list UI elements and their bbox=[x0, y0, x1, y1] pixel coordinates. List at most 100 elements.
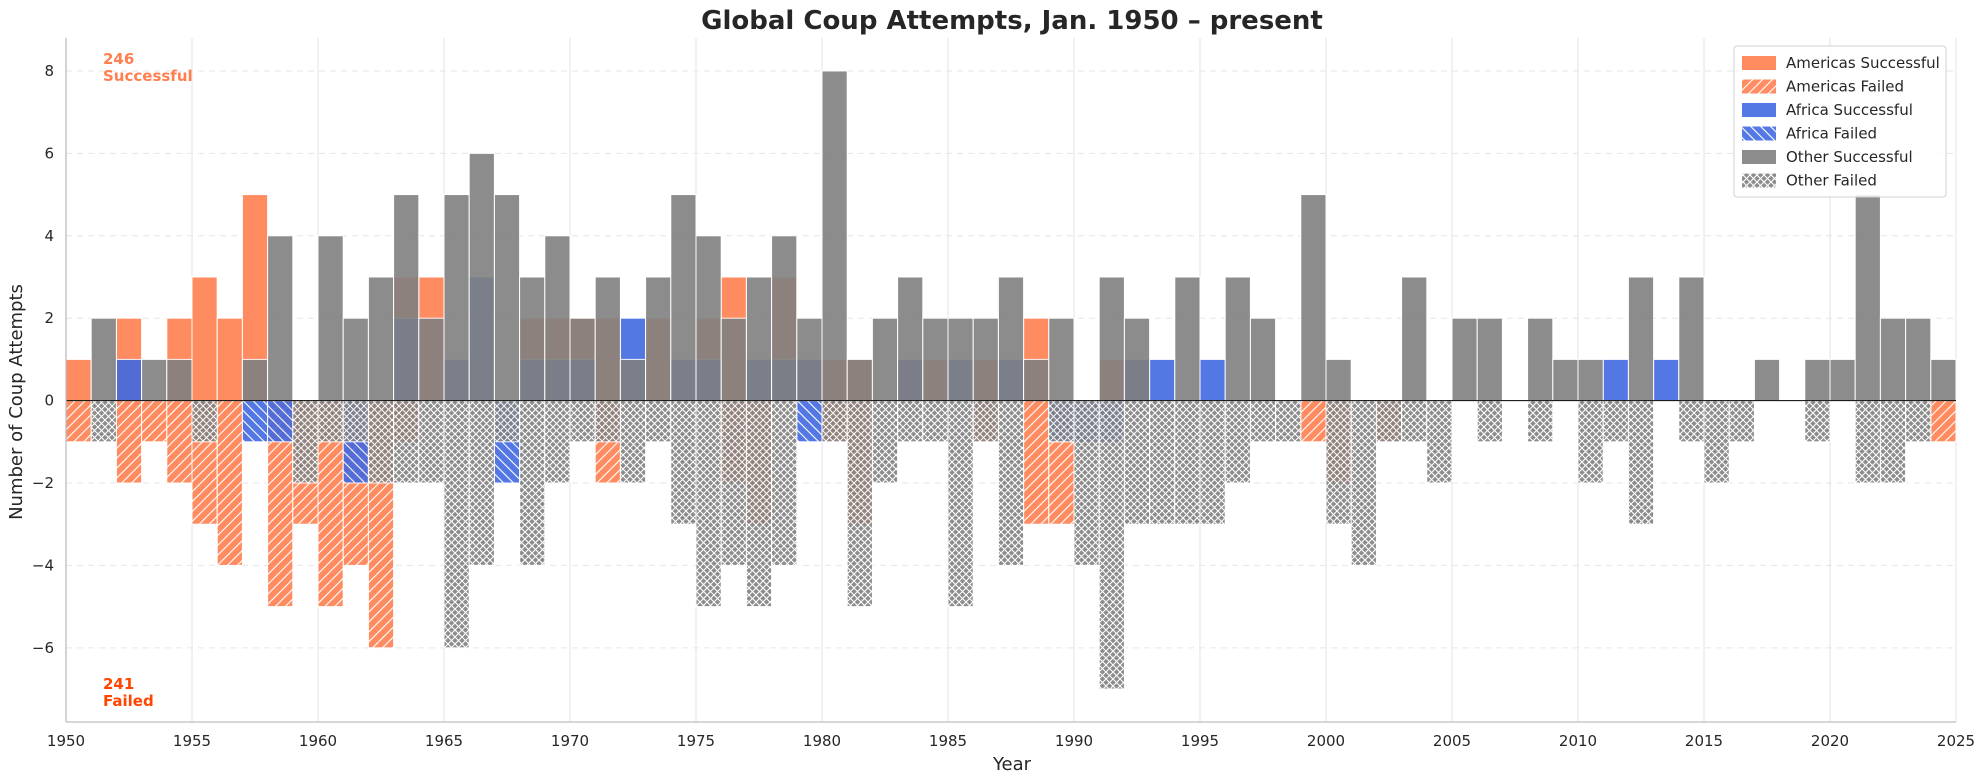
bar bbox=[166, 358, 193, 402]
y-tick-label: −2 bbox=[32, 474, 54, 492]
bar bbox=[695, 235, 722, 402]
legend-item: Americas Successful bbox=[1742, 54, 1940, 72]
bar bbox=[947, 317, 974, 402]
bar bbox=[1375, 400, 1403, 443]
bar bbox=[846, 358, 873, 402]
bar bbox=[1476, 400, 1503, 443]
x-tick-label: 1985 bbox=[929, 732, 967, 750]
bar bbox=[342, 317, 369, 402]
bar bbox=[1653, 358, 1680, 402]
bar bbox=[1224, 276, 1251, 402]
bar bbox=[267, 400, 294, 443]
y-tick-label: 6 bbox=[44, 144, 54, 162]
bar bbox=[1174, 400, 1201, 525]
bar bbox=[443, 194, 470, 402]
bar bbox=[65, 400, 92, 443]
legend-swatch bbox=[1742, 173, 1776, 188]
bar bbox=[1023, 400, 1050, 525]
bar bbox=[594, 276, 621, 402]
bar bbox=[90, 400, 117, 443]
bar bbox=[1275, 400, 1302, 443]
y-tick-label: 4 bbox=[44, 227, 54, 245]
bar bbox=[745, 400, 773, 608]
bar bbox=[846, 400, 873, 608]
bar bbox=[393, 194, 420, 402]
bar bbox=[1401, 400, 1428, 443]
legend-swatch bbox=[1742, 103, 1776, 117]
bar bbox=[745, 276, 773, 402]
bar bbox=[468, 152, 495, 402]
bar bbox=[1678, 400, 1705, 443]
x-tick-label: 1975 bbox=[677, 732, 715, 750]
bar bbox=[292, 400, 319, 484]
bar bbox=[544, 400, 571, 484]
x-tick-label: 2005 bbox=[1433, 732, 1471, 750]
bar bbox=[897, 276, 924, 402]
bar bbox=[1703, 400, 1730, 484]
legend-label: Africa Failed bbox=[1786, 125, 1877, 143]
bar bbox=[1905, 400, 1932, 443]
bar bbox=[90, 317, 117, 402]
legend-label: Americas Successful bbox=[1786, 54, 1940, 72]
bar bbox=[871, 400, 899, 484]
bar bbox=[393, 400, 420, 484]
y-tick-label: −4 bbox=[32, 556, 54, 574]
successful-count: 246 bbox=[103, 50, 134, 68]
bar bbox=[947, 400, 974, 608]
bar bbox=[1350, 400, 1377, 566]
bar bbox=[1249, 317, 1277, 402]
bar bbox=[1149, 400, 1176, 525]
bar bbox=[720, 400, 747, 566]
bar bbox=[1879, 317, 1907, 402]
bar bbox=[1527, 317, 1554, 402]
y-tick-label: 2 bbox=[44, 309, 54, 327]
bar bbox=[216, 400, 243, 566]
bar bbox=[569, 400, 596, 443]
bar bbox=[1224, 400, 1251, 484]
bar bbox=[1199, 358, 1226, 402]
legend-frame bbox=[1733, 45, 1947, 198]
bar bbox=[1451, 317, 1478, 402]
bar bbox=[1753, 358, 1781, 402]
bars bbox=[65, 70, 1957, 690]
bar bbox=[115, 358, 143, 402]
bar bbox=[443, 400, 470, 649]
bar bbox=[771, 400, 798, 566]
legend-swatch bbox=[1742, 79, 1776, 94]
axes: 1950 1955 1960 1965 1970 1975 1980 1985 1990 1995… bbox=[32, 38, 1975, 750]
bar bbox=[1728, 400, 1755, 443]
bar bbox=[619, 358, 647, 402]
chart-title: Global Coup Attempts, Jan. 1950 – presen… bbox=[701, 6, 1323, 36]
bar bbox=[645, 276, 672, 402]
bar bbox=[1627, 276, 1655, 402]
bar bbox=[1048, 317, 1075, 402]
x-tick-label: 1950 bbox=[47, 732, 85, 750]
bar bbox=[191, 400, 218, 443]
bar bbox=[367, 276, 395, 402]
x-tick-label: 1960 bbox=[299, 732, 337, 750]
bar bbox=[1048, 400, 1075, 443]
bar bbox=[1627, 400, 1655, 525]
bar bbox=[1098, 276, 1125, 402]
bar bbox=[267, 235, 294, 402]
bar bbox=[216, 317, 243, 402]
x-tick-label: 1980 bbox=[803, 732, 841, 750]
failed-total-annotation: 241 Failed bbox=[103, 675, 154, 710]
x-tick-label: 2025 bbox=[1937, 732, 1975, 750]
bar bbox=[1804, 358, 1831, 402]
bar bbox=[544, 235, 571, 402]
bar bbox=[871, 317, 899, 402]
bar bbox=[141, 358, 168, 402]
bar bbox=[1023, 358, 1050, 402]
bar bbox=[670, 400, 697, 525]
bar bbox=[972, 317, 999, 402]
bar bbox=[1300, 194, 1327, 402]
x-tick-label: 1955 bbox=[173, 732, 211, 750]
bar bbox=[317, 235, 344, 402]
bar bbox=[418, 400, 445, 484]
y-tick-label: 8 bbox=[44, 62, 54, 80]
bar bbox=[1325, 400, 1352, 525]
bar bbox=[241, 358, 269, 402]
x-tick-label: 2010 bbox=[1559, 732, 1597, 750]
